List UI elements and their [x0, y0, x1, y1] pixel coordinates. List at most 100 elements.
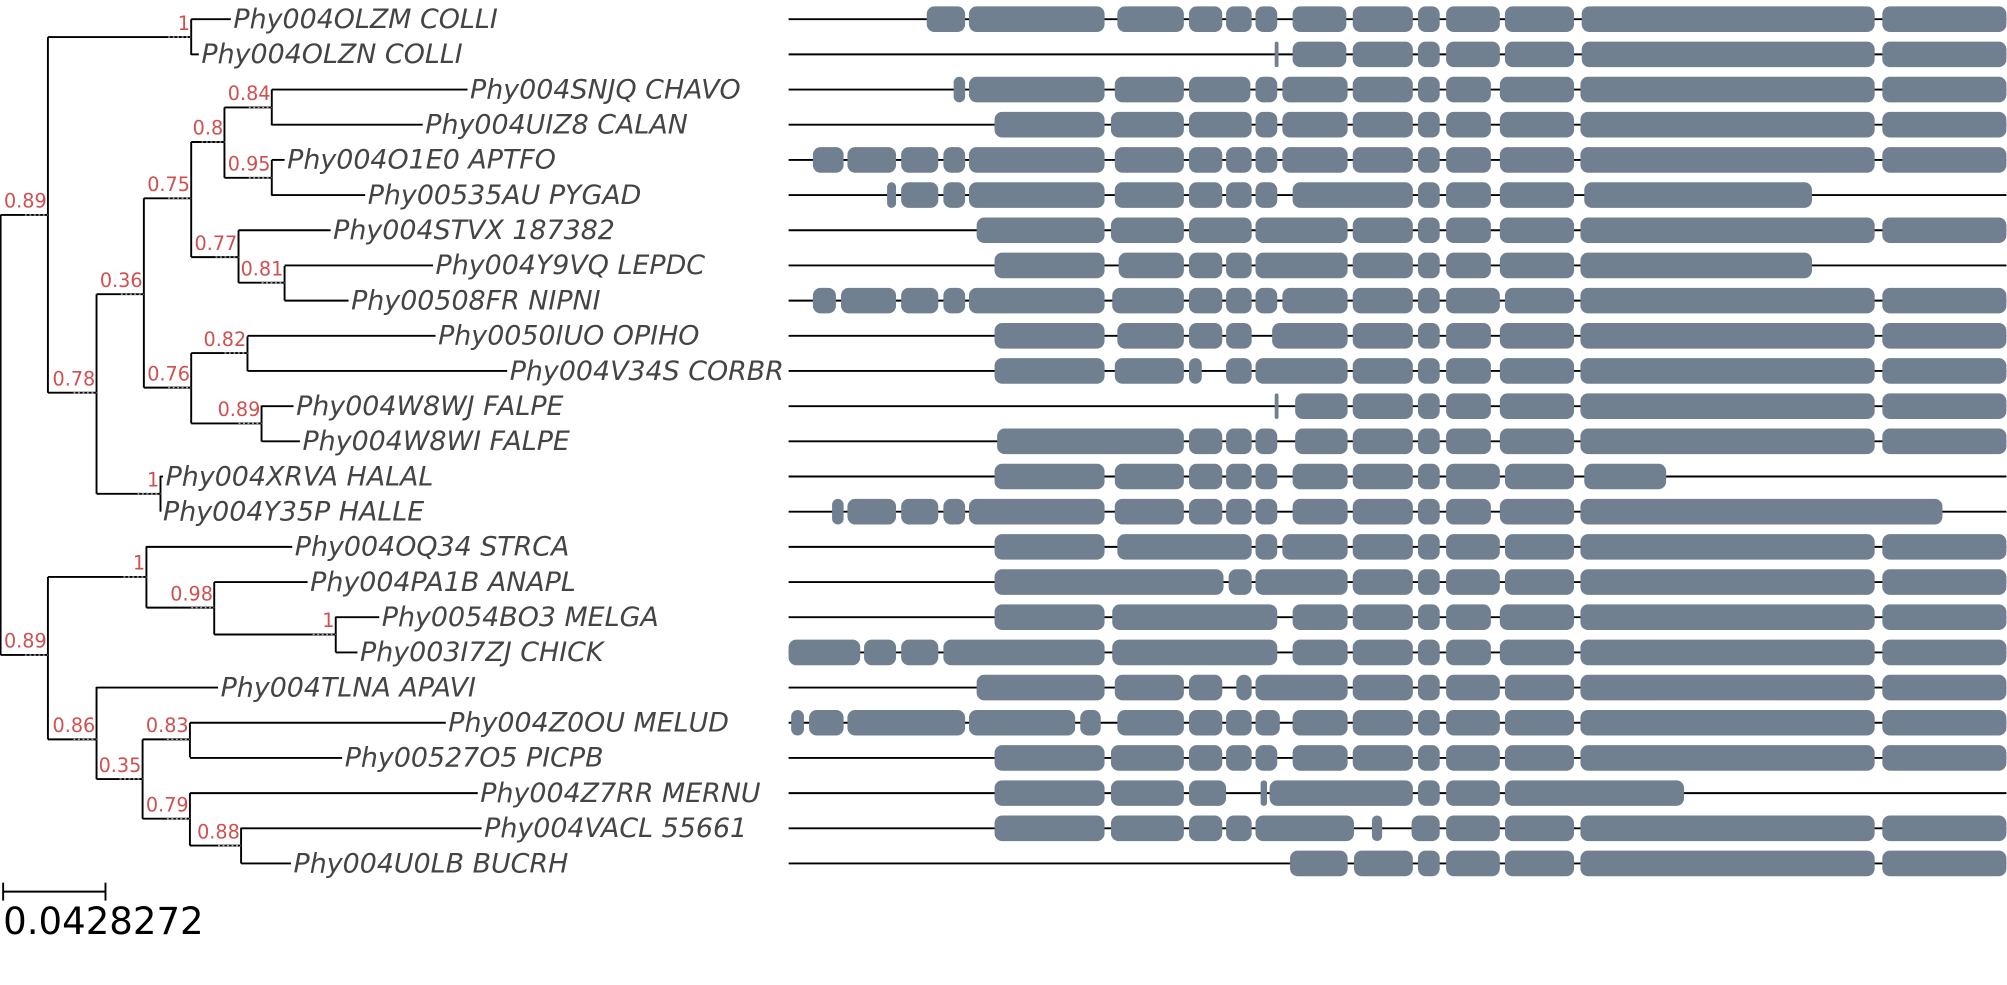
exon-block — [1499, 639, 1575, 666]
exon-block — [1352, 604, 1413, 631]
exon-block — [943, 287, 966, 314]
exon-block — [1504, 287, 1575, 314]
exon-block — [1417, 323, 1440, 349]
exon-block — [1188, 323, 1223, 349]
exon-block — [1882, 6, 2007, 32]
exon-block — [1882, 428, 2007, 455]
exon-block — [1117, 534, 1252, 560]
exon-block — [1226, 709, 1252, 736]
exon-block — [1117, 709, 1184, 736]
exon-block — [1417, 534, 1440, 560]
exon-block — [1446, 745, 1500, 771]
leaf-label: Phy004Y9VQ LEPDC — [436, 250, 706, 281]
exon-block — [1417, 745, 1440, 771]
exon-block — [1352, 569, 1413, 595]
exon-block — [1504, 569, 1575, 595]
exon-block — [1580, 287, 1875, 314]
exon-block — [1352, 147, 1413, 173]
exon-block — [1110, 780, 1184, 806]
exon-block — [1584, 463, 1667, 490]
exon-block — [1226, 498, 1252, 525]
exon-block — [1446, 780, 1500, 806]
leaf-label: Phy004UIZ8 CALAN — [425, 110, 688, 141]
exon-block — [1504, 709, 1575, 736]
exon-block — [1882, 393, 2007, 419]
exon-block — [841, 287, 897, 314]
exon-block — [1882, 358, 2007, 384]
exon-block — [1499, 498, 1575, 525]
leaf-label: Phy004TLNA APAVI — [221, 672, 476, 703]
support-value: 0.81 — [241, 257, 284, 280]
exon-block — [1499, 182, 1575, 208]
exon-block — [1188, 147, 1223, 173]
exon-block — [1282, 534, 1348, 560]
exon-block — [1504, 850, 1575, 877]
exon-block — [968, 709, 1076, 736]
exon-block — [1371, 815, 1383, 842]
support-value: 0.98 — [170, 582, 213, 605]
exon-block — [1504, 41, 1575, 68]
exon-block — [1446, 393, 1491, 419]
exon-block — [809, 709, 844, 736]
exon-block — [1352, 287, 1413, 314]
exon-block — [1255, 498, 1278, 525]
leaf-label: Phy004Y35P HALLE — [163, 496, 424, 527]
exon-block — [968, 76, 1105, 103]
exon-block — [976, 674, 1105, 701]
exon-block — [1292, 498, 1348, 525]
exon-block — [1292, 41, 1347, 68]
support-value: 1 — [322, 609, 334, 632]
exon-block — [1446, 604, 1491, 631]
exon-block — [1417, 780, 1440, 806]
exon-block — [1504, 815, 1575, 842]
exon-block — [968, 147, 1105, 173]
exon-block — [1882, 534, 2007, 560]
exon-block — [1417, 850, 1440, 877]
support-value: 1 — [147, 468, 159, 491]
leaf-label: Phy004VACL 55661 — [484, 813, 747, 844]
support-value: 0.79 — [146, 793, 189, 816]
exon-block — [1292, 709, 1348, 736]
exon-block — [1292, 6, 1347, 32]
exon-block — [1255, 147, 1278, 173]
exon-block — [901, 498, 939, 525]
exon-block — [1882, 217, 2007, 244]
exon-block — [1260, 780, 1268, 806]
exon-block — [976, 217, 1105, 244]
exon-block — [812, 287, 836, 314]
exon-block — [1580, 252, 1812, 279]
tree: 0.89 1 0.78 0.36 0.75 0.80.84 0.95 0.770.81 0.76… — [0, 4, 784, 879]
support-value: 0.89 — [4, 630, 47, 653]
exon-block — [1446, 6, 1500, 32]
exon-block — [1114, 463, 1184, 490]
exon-block — [1499, 111, 1575, 138]
support-value: 0.95 — [228, 153, 271, 176]
exon-block — [1499, 147, 1575, 173]
leaf-label: Phy004OLZN COLLI — [201, 39, 462, 70]
exon-block — [1446, 674, 1500, 701]
exon-block — [1080, 709, 1101, 736]
exon-block — [1272, 323, 1348, 349]
exon-block — [1255, 674, 1348, 701]
exon-block — [1255, 76, 1278, 103]
support-value: 0.89 — [218, 398, 261, 421]
exon-block — [1504, 463, 1575, 490]
leaf-label: Phy004W8WJ FALPE — [296, 391, 563, 422]
exon-block — [1417, 498, 1440, 525]
exon-block — [1417, 569, 1440, 595]
exon-block — [1882, 76, 2007, 103]
exon-block — [968, 498, 1105, 525]
exon-block — [1417, 252, 1440, 279]
exon-block — [1581, 41, 1875, 68]
leaf-label: Phy004XRVA HALAL — [166, 461, 434, 492]
exon-block — [1236, 674, 1252, 701]
leaf-label: Phy004W8WI FALPE — [302, 426, 569, 457]
exon-block — [994, 815, 1105, 842]
exon-block — [994, 780, 1105, 806]
exon-block — [1255, 815, 1355, 842]
exon-block — [1114, 358, 1184, 384]
exon-block — [1580, 850, 1875, 877]
exon-block — [1882, 323, 2007, 349]
exon-block — [1292, 463, 1348, 490]
exon-block — [1446, 76, 1491, 103]
